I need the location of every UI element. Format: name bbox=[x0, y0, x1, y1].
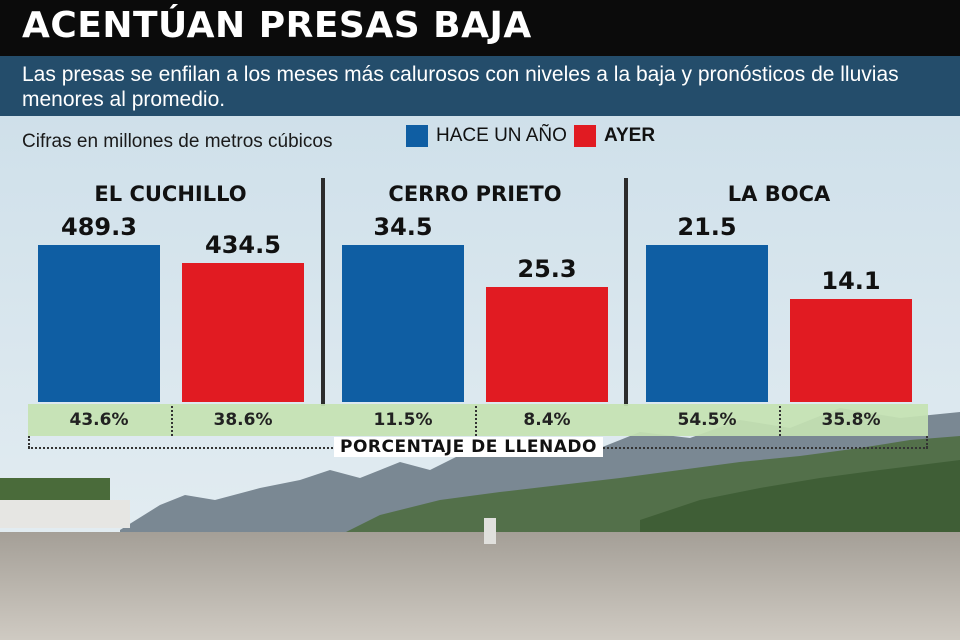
bracket-tick bbox=[28, 436, 30, 448]
legend-swatch-blue bbox=[406, 125, 428, 147]
dam-name-cerro-prieto: CERRO PRIETO bbox=[388, 182, 562, 206]
bracket-tick bbox=[926, 436, 928, 448]
fill-percent-label: 35.8% bbox=[821, 410, 881, 430]
fill-percent-label: 8.4% bbox=[523, 410, 571, 430]
dam-name-el-cuchillo: EL CUCHILLO bbox=[94, 182, 247, 206]
units-note: Cifras en millones de metros cúbicos bbox=[22, 131, 333, 152]
bar-value-label: 21.5 bbox=[677, 213, 737, 241]
panel-divider bbox=[624, 178, 628, 406]
legend-label: AYER bbox=[604, 125, 656, 146]
bar-value-label: 14.1 bbox=[821, 267, 881, 295]
panel-divider bbox=[321, 178, 325, 406]
fill-percent-label: 54.5% bbox=[677, 410, 737, 430]
title-bar: ACENTÚAN PRESAS BAJA bbox=[0, 0, 960, 56]
legend-label: HACE UN AÑO bbox=[436, 125, 567, 146]
legend-swatch-red bbox=[574, 125, 596, 147]
bar-ayer bbox=[790, 299, 912, 402]
bar-value-label: 434.5 bbox=[205, 231, 281, 259]
bar-hace-un-ano bbox=[342, 245, 464, 402]
chart-subtitle: Las presas se enfilan a los meses más ca… bbox=[22, 63, 899, 111]
dam-name-la-boca: LA BOCA bbox=[727, 182, 831, 206]
bar-hace-un-ano bbox=[646, 245, 768, 402]
chart-title: ACENTÚAN PRESAS BAJA bbox=[22, 5, 532, 46]
bar-value-label: 489.3 bbox=[61, 213, 137, 241]
bar-hace-un-ano bbox=[38, 245, 160, 402]
bar-value-label: 25.3 bbox=[517, 255, 577, 283]
fill-percent-label: 43.6% bbox=[69, 410, 129, 430]
subtitle-bar: Las presas se enfilan a los meses más ca… bbox=[0, 56, 960, 116]
percent-separator bbox=[475, 406, 477, 436]
legend-item-ayer: AYER bbox=[574, 124, 664, 147]
legend-item-hace-un-ano: HACE UN AÑO bbox=[406, 124, 567, 147]
percent-strip bbox=[28, 404, 928, 436]
fill-percent-label: 11.5% bbox=[373, 410, 433, 430]
fill-percent-label: 38.6% bbox=[213, 410, 273, 430]
bar-ayer bbox=[182, 263, 304, 402]
percent-separator bbox=[171, 406, 173, 436]
percent-caption: PORCENTAJE DE LLENADO bbox=[334, 437, 603, 457]
bar-ayer bbox=[486, 287, 608, 402]
percent-separator bbox=[779, 406, 781, 436]
bar-value-label: 34.5 bbox=[373, 213, 433, 241]
